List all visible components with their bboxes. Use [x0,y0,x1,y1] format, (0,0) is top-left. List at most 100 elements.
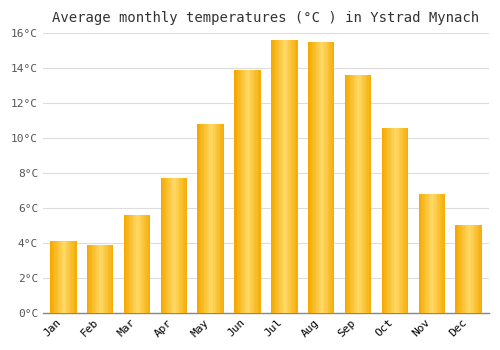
Bar [102,245,104,313]
Bar [87,245,88,313]
Bar [200,124,202,313]
Bar [218,124,220,313]
Bar [276,40,278,313]
Bar [426,194,428,313]
Bar [456,225,458,313]
Bar [444,194,445,313]
Bar [237,70,238,313]
Bar [428,194,429,313]
Bar [348,75,349,313]
Bar [325,42,326,313]
Bar [436,194,437,313]
Bar [382,127,383,313]
Bar [332,42,333,313]
Bar [125,215,126,313]
Bar [312,42,313,313]
Bar [126,215,128,313]
Bar [170,178,171,313]
Bar [274,40,275,313]
Bar [208,124,210,313]
Bar [138,215,140,313]
Bar [96,245,98,313]
Bar [362,75,364,313]
Bar [128,215,129,313]
Bar [395,127,396,313]
Bar [60,241,62,313]
Bar [278,40,279,313]
Bar [324,42,325,313]
Bar [316,42,317,313]
Bar [468,225,470,313]
Bar [134,215,136,313]
Bar [422,194,424,313]
Bar [145,215,146,313]
Bar [466,225,468,313]
Bar [403,127,404,313]
Bar [56,241,58,313]
Bar [92,245,94,313]
Bar [141,215,142,313]
Bar [425,194,426,313]
Bar [387,127,388,313]
Bar [256,70,257,313]
Bar [242,70,244,313]
Bar [280,40,281,313]
Bar [424,194,425,313]
Bar [420,194,421,313]
Bar [271,40,272,313]
Bar [330,42,332,313]
Bar [257,70,258,313]
Bar [388,127,390,313]
Bar [349,75,350,313]
Bar [91,245,92,313]
Bar [63,241,64,313]
Bar [366,75,368,313]
Bar [183,178,184,313]
Bar [66,241,67,313]
Bar [472,225,474,313]
Bar [392,127,394,313]
Bar [394,127,395,313]
Bar [136,215,137,313]
Bar [68,241,70,313]
Bar [216,124,218,313]
Bar [292,40,294,313]
Bar [283,40,284,313]
Bar [391,127,392,313]
Bar [54,241,56,313]
Bar [100,245,102,313]
Bar [354,75,356,313]
Bar [296,40,298,313]
Bar [272,40,274,313]
Bar [50,241,51,313]
Bar [238,70,240,313]
Bar [248,70,249,313]
Bar [396,127,398,313]
Bar [418,194,420,313]
Bar [275,40,276,313]
Bar [478,225,479,313]
Bar [358,75,360,313]
Bar [279,40,280,313]
Bar [241,70,242,313]
Bar [464,225,466,313]
Bar [462,225,464,313]
Bar [333,42,334,313]
Bar [421,194,422,313]
Bar [210,124,212,313]
Bar [186,178,187,313]
Bar [204,124,206,313]
Bar [407,127,408,313]
Bar [386,127,387,313]
Bar [162,178,163,313]
Bar [206,124,208,313]
Bar [246,70,248,313]
Bar [345,75,346,313]
Bar [317,42,318,313]
Bar [108,245,110,313]
Bar [295,40,296,313]
Bar [58,241,59,313]
Bar [286,40,287,313]
Bar [258,70,260,313]
Bar [329,42,330,313]
